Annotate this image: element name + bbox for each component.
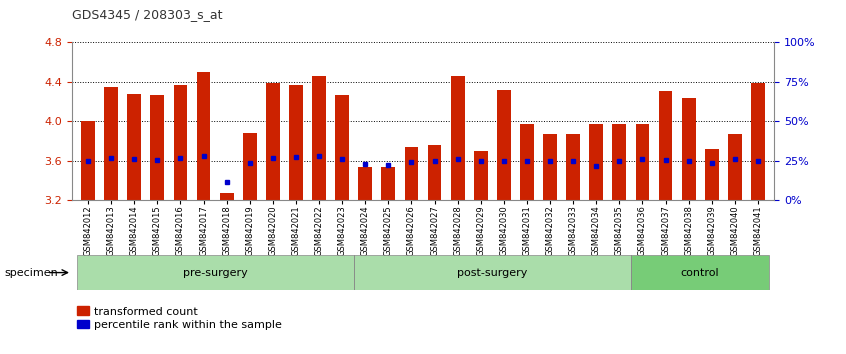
Bar [543, 134, 557, 200]
Bar [151, 95, 164, 200]
Bar [266, 83, 280, 200]
Bar [289, 85, 303, 200]
Bar [451, 76, 464, 200]
Bar [427, 145, 442, 200]
Text: specimen: specimen [4, 268, 58, 278]
Bar [635, 124, 650, 200]
Bar [382, 166, 395, 200]
Bar [590, 124, 603, 200]
Bar [76, 255, 354, 290]
Bar [682, 98, 695, 200]
Bar [520, 124, 534, 200]
Text: pre-surgery: pre-surgery [183, 268, 248, 278]
Bar [312, 76, 326, 200]
Legend: transformed count, percentile rank within the sample: transformed count, percentile rank withi… [78, 307, 282, 330]
Bar [613, 124, 626, 200]
Bar [404, 147, 419, 200]
Bar [128, 94, 141, 200]
Bar [728, 134, 742, 200]
Bar [243, 133, 256, 200]
Text: control: control [681, 268, 719, 278]
Bar [497, 90, 511, 200]
Bar [631, 255, 770, 290]
Bar [705, 149, 718, 200]
Bar [354, 255, 631, 290]
Bar [566, 134, 580, 200]
Bar [658, 91, 673, 200]
Text: GDS4345 / 208303_s_at: GDS4345 / 208303_s_at [72, 8, 222, 21]
Bar [474, 151, 487, 200]
Bar [335, 95, 349, 200]
Bar [104, 87, 118, 200]
Bar [81, 121, 95, 200]
Bar [220, 193, 233, 200]
Bar [751, 83, 765, 200]
Bar [196, 72, 211, 200]
Bar [359, 166, 372, 200]
Bar [173, 85, 188, 200]
Text: post-surgery: post-surgery [457, 268, 528, 278]
